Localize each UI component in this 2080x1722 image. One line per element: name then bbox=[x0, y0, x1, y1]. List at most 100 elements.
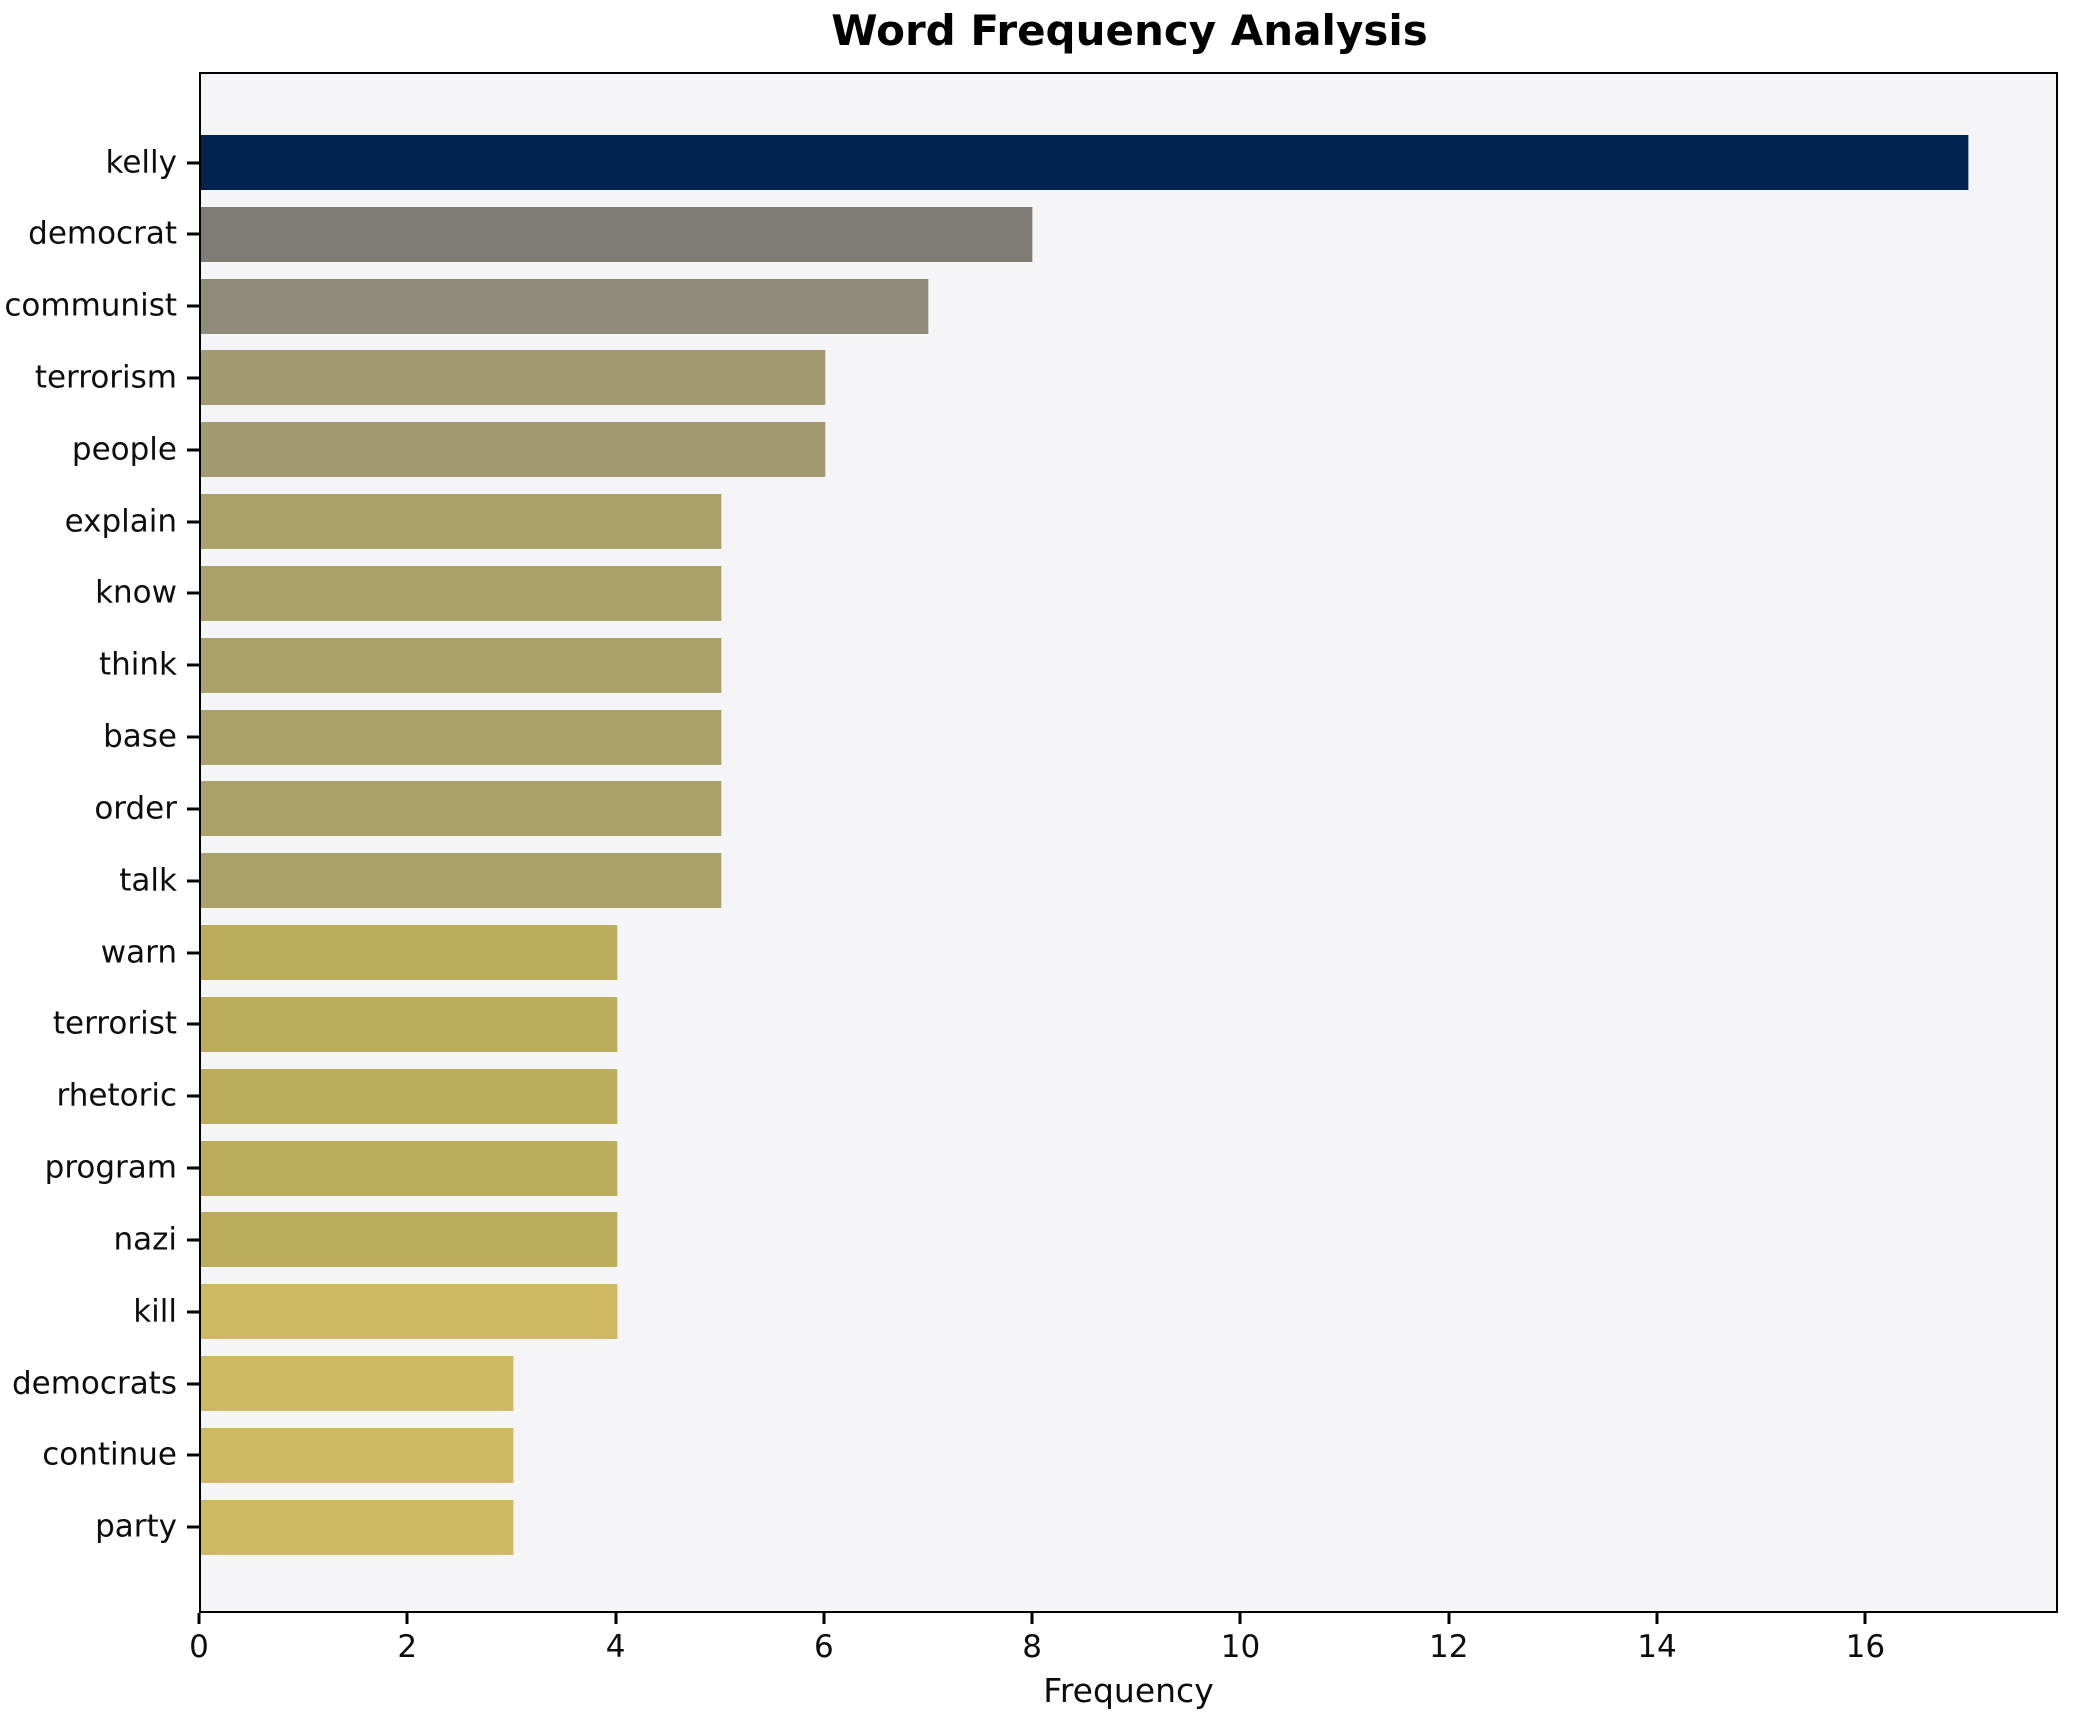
bar-row: talk bbox=[119, 853, 2056, 909]
x-tick-mark bbox=[197, 1613, 201, 1624]
y-tick-mark bbox=[187, 448, 199, 452]
y-tick-mark bbox=[187, 1094, 199, 1098]
y-tick-label: party bbox=[95, 1508, 177, 1545]
x-tick: 6 bbox=[814, 1613, 844, 1663]
bar-row: nazi bbox=[113, 1212, 2056, 1268]
bar bbox=[201, 709, 722, 765]
x-tick-label: 0 bbox=[189, 1629, 209, 1665]
bar bbox=[201, 422, 826, 478]
y-tick-label: people bbox=[71, 431, 177, 468]
bar-row: explain bbox=[65, 494, 2056, 550]
y-tick-mark bbox=[187, 1453, 199, 1457]
y-tick-label: continue bbox=[42, 1436, 177, 1473]
bar bbox=[201, 1284, 618, 1340]
y-tick-mark bbox=[187, 1166, 199, 1170]
bar-row: democrats bbox=[12, 1356, 2056, 1412]
x-tick: 10 bbox=[1221, 1613, 1279, 1663]
bar bbox=[201, 1499, 514, 1555]
x-tick-mark bbox=[405, 1613, 409, 1624]
x-tick-mark bbox=[1447, 1613, 1451, 1624]
bar-row: know bbox=[95, 565, 2056, 621]
x-tick: 16 bbox=[1846, 1613, 1904, 1663]
x-axis-label: Frequency bbox=[1043, 1671, 1214, 1710]
y-tick-mark bbox=[187, 807, 199, 811]
bar-row: terrorist bbox=[53, 996, 2056, 1052]
y-tick-mark bbox=[187, 1525, 199, 1529]
y-tick-label: talk bbox=[119, 862, 177, 899]
bar bbox=[201, 1356, 514, 1412]
bar bbox=[201, 1427, 514, 1483]
bar bbox=[201, 206, 1034, 262]
y-tick-label: program bbox=[44, 1149, 177, 1186]
y-tick-mark bbox=[187, 879, 199, 883]
x-tick-label: 16 bbox=[1845, 1629, 1886, 1665]
y-tick-mark bbox=[187, 591, 199, 595]
bar bbox=[201, 1212, 618, 1268]
chart-title: Word Frequency Analysis bbox=[831, 6, 1428, 55]
y-tick-label: warn bbox=[100, 934, 177, 971]
bar bbox=[201, 278, 930, 334]
y-tick-label: communist bbox=[4, 287, 177, 324]
y-tick-label: kill bbox=[133, 1293, 177, 1330]
bar bbox=[201, 565, 722, 621]
bar-row: rhetoric bbox=[57, 1068, 2056, 1124]
y-tick-label: think bbox=[98, 646, 177, 683]
y-tick-mark bbox=[187, 1238, 199, 1242]
y-tick-mark bbox=[187, 376, 199, 380]
x-tick-label: 2 bbox=[397, 1629, 418, 1665]
x-tick-mark bbox=[1863, 1613, 1867, 1624]
x-tick-mark bbox=[614, 1613, 618, 1624]
bar-row: order bbox=[94, 781, 2056, 837]
bar bbox=[201, 853, 722, 909]
y-tick-mark bbox=[187, 232, 199, 236]
y-tick-mark bbox=[187, 161, 199, 164]
plot-area: kelly democrat communist terrorism people exp… bbox=[4, 72, 2058, 1613]
bar-row: people bbox=[72, 422, 2056, 478]
x-tick-mark bbox=[822, 1613, 826, 1624]
bar-row: party bbox=[95, 1499, 2056, 1555]
y-tick-mark bbox=[187, 735, 199, 739]
x-tick-mark bbox=[1238, 1613, 1242, 1624]
x-tick-label: 12 bbox=[1429, 1629, 1469, 1665]
y-tick-label: base bbox=[103, 718, 177, 755]
bar bbox=[201, 637, 722, 693]
x-tick: 14 bbox=[1637, 1613, 1696, 1663]
bar bbox=[201, 1068, 618, 1124]
y-tick-label: kelly bbox=[105, 144, 178, 180]
bar-row: terrorism bbox=[35, 350, 2056, 406]
y-tick-label: know bbox=[95, 574, 177, 611]
bar-row: democrat bbox=[28, 206, 2056, 262]
x-tick-mark bbox=[1030, 1613, 1034, 1624]
y-tick-mark bbox=[187, 1022, 199, 1026]
x-tick: 4 bbox=[606, 1613, 636, 1663]
y-tick-mark bbox=[187, 951, 199, 955]
x-tick-mark bbox=[1655, 1613, 1659, 1624]
x-tick-label: 14 bbox=[1637, 1629, 1677, 1665]
bar bbox=[201, 494, 722, 550]
bar-row: kill bbox=[133, 1284, 2056, 1340]
x-tick: 2 bbox=[397, 1613, 427, 1663]
bar bbox=[201, 925, 618, 981]
y-tick-label: terrorism bbox=[34, 359, 177, 396]
bar-row: warn bbox=[101, 925, 2056, 981]
y-tick-mark bbox=[187, 520, 199, 524]
x-tick: 12 bbox=[1429, 1613, 1488, 1663]
bar bbox=[201, 781, 722, 837]
y-tick-label: order bbox=[94, 790, 177, 827]
x-tick-label: 4 bbox=[605, 1629, 626, 1665]
bar-row: base bbox=[103, 709, 2056, 765]
bar bbox=[201, 1140, 618, 1196]
bar-row: think bbox=[99, 637, 2056, 693]
y-tick-mark bbox=[187, 663, 199, 667]
bar bbox=[201, 135, 1969, 190]
x-tick-label: 6 bbox=[813, 1629, 834, 1665]
bar-row: communist bbox=[4, 278, 2056, 334]
x-tick-label: 8 bbox=[1022, 1629, 1043, 1665]
y-tick-label: rhetoric bbox=[56, 1077, 177, 1114]
x-tick: 0 bbox=[189, 1613, 219, 1663]
y-tick-mark bbox=[187, 1382, 199, 1386]
bar-row: continue bbox=[42, 1427, 2056, 1483]
bar-row: program bbox=[45, 1140, 2056, 1196]
y-tick-label: explain bbox=[64, 503, 177, 540]
